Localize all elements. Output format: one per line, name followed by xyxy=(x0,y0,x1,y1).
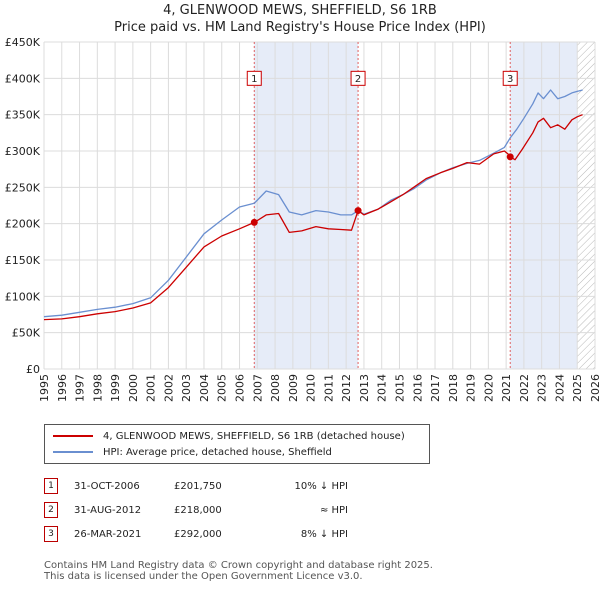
footer-line1: Contains HM Land Registry data © Crown c… xyxy=(44,560,433,571)
y-tick-label: £100K xyxy=(5,290,41,303)
sale-marker-label: 1 xyxy=(251,74,257,85)
x-tick-label: 2010 xyxy=(305,374,318,402)
sale-date: 26-MAR-2021 xyxy=(74,528,142,540)
legend-item-hpi: HPI: Average price, detached house, Shef… xyxy=(53,445,332,459)
x-tick-label: 2018 xyxy=(447,374,460,402)
sale-marker-label: 2 xyxy=(355,74,361,85)
footer-line2: This data is licensed under the Open Gov… xyxy=(44,571,363,582)
x-tick-label: 2007 xyxy=(251,374,264,402)
sale-marker-label: 3 xyxy=(507,74,513,85)
copyright-footer: Contains HM Land Registry data © Crown c… xyxy=(44,560,433,582)
property-series-line xyxy=(43,114,583,321)
sale-price: £201,750 xyxy=(174,480,222,492)
sale-number-badge: 3 xyxy=(44,526,58,542)
sale-marker-box xyxy=(246,70,262,86)
x-tick-label: 2024 xyxy=(553,374,566,402)
sale-hpi-relation: ≈ HPI xyxy=(319,504,348,516)
chart-title-line2: Price paid vs. HM Land Registry's House … xyxy=(114,20,486,35)
sale-price: £292,000 xyxy=(174,528,222,540)
x-tick-label: 1995 xyxy=(38,374,51,402)
sale-hpi-relation: 10% ↓ HPI xyxy=(294,480,348,492)
price-chart: 1 2 3 1995 1996 1997 1998 1999 2000 2001 2002 2003… xyxy=(5,36,600,402)
x-tick-label: 1998 xyxy=(91,374,104,402)
sale-point xyxy=(354,207,362,215)
x-tick-label: 2012 xyxy=(340,374,353,402)
sale-marker-box xyxy=(350,70,366,86)
x-tick-label: 2000 xyxy=(127,374,140,402)
x-tick-label: 2004 xyxy=(198,374,211,402)
sale-marker-box xyxy=(502,70,518,86)
legend-item-property: 4, GLENWOOD MEWS, SHEFFIELD, S6 1RB (det… xyxy=(53,429,405,443)
x-tick-label: 2020 xyxy=(482,374,495,402)
shaded-period xyxy=(510,42,578,369)
sales-table: 1 31-OCT-2006 £201,750 10% ↓ HPI 2 31-AU… xyxy=(44,474,348,546)
chart-title-line1: 4, GLENWOOD MEWS, SHEFFIELD, S6 1RB xyxy=(163,3,437,18)
x-tick-label: 2026 xyxy=(589,374,600,402)
y-tick-label: £350K xyxy=(5,109,41,122)
y-tick-label: £50K xyxy=(12,327,41,340)
x-tick-label: 2001 xyxy=(145,374,158,402)
table-row: 1 31-OCT-2006 £201,750 10% ↓ HPI xyxy=(44,474,348,498)
x-tick-label: 2011 xyxy=(322,374,335,402)
x-tick-label: 2002 xyxy=(162,374,175,402)
table-row: 2 31-AUG-2012 £218,000 ≈ HPI xyxy=(44,498,348,522)
x-tick-label: 2013 xyxy=(358,374,371,402)
shaded-period xyxy=(254,42,359,369)
x-tick-label: 2022 xyxy=(518,374,531,402)
x-tick-label: 2008 xyxy=(269,374,282,402)
legend-label-property: 4, GLENWOOD MEWS, SHEFFIELD, S6 1RB (det… xyxy=(103,430,405,442)
y-tick-label: £300K xyxy=(5,145,41,158)
y-tick-label: £150K xyxy=(5,254,41,267)
x-tick-label: 2021 xyxy=(500,374,513,402)
legend-swatch-hpi xyxy=(53,451,93,453)
legend-label-hpi: HPI: Average price, detached house, Shef… xyxy=(103,446,332,458)
x-tick-label: 2006 xyxy=(234,374,247,402)
sale-point xyxy=(250,218,258,226)
y-tick-label: £200K xyxy=(5,218,41,231)
table-row: 3 26-MAR-2021 £292,000 8% ↓ HPI xyxy=(44,522,348,546)
x-tick-label: 2019 xyxy=(465,374,478,402)
x-tick-label: 2009 xyxy=(287,374,300,402)
sale-number-badge: 2 xyxy=(44,502,58,518)
y-tick-label: £400K xyxy=(5,72,41,85)
x-tick-label: 2003 xyxy=(180,374,193,402)
sale-price: £218,000 xyxy=(174,504,222,516)
chart-legend: 4, GLENWOOD MEWS, SHEFFIELD, S6 1RB (det… xyxy=(44,424,430,464)
x-tick-label: 2015 xyxy=(393,374,406,402)
x-tick-label: 2016 xyxy=(411,374,424,402)
sale-date: 31-OCT-2006 xyxy=(74,480,140,492)
x-tick-label: 1996 xyxy=(56,374,69,402)
x-tick-label: 2014 xyxy=(376,374,389,402)
y-tick-label: £450K xyxy=(5,36,41,49)
x-tick-label: 1997 xyxy=(74,374,87,402)
y-tick-label: £250K xyxy=(5,181,41,194)
x-tick-label: 1999 xyxy=(109,374,122,402)
x-tick-label: 2005 xyxy=(216,374,229,402)
y-tick-label: £0 xyxy=(26,363,40,376)
sale-hpi-relation: 8% ↓ HPI xyxy=(300,528,348,540)
x-tick-label: 2017 xyxy=(429,374,442,402)
x-tick-label: 2025 xyxy=(571,374,584,402)
sale-point xyxy=(506,153,514,161)
legend-swatch-property xyxy=(53,435,93,437)
sale-number-badge: 1 xyxy=(44,478,58,494)
x-tick-label: 2023 xyxy=(536,374,549,402)
forecast-hatch xyxy=(577,42,595,369)
sale-date: 31-AUG-2012 xyxy=(74,504,142,516)
